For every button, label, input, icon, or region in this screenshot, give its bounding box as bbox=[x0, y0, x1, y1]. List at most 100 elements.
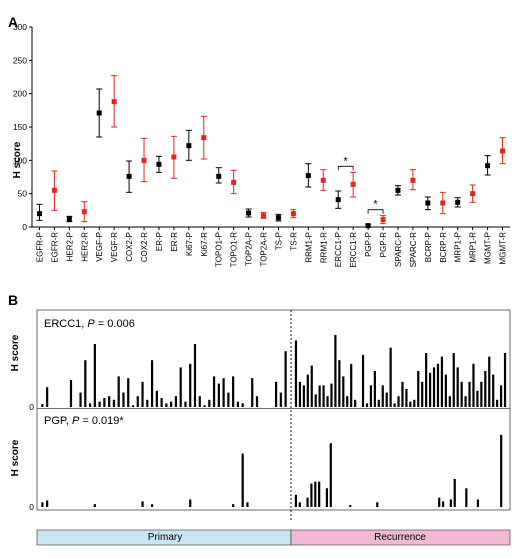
ercc1-sample-bar bbox=[456, 367, 459, 407]
ercc1-sample-bar bbox=[155, 390, 158, 407]
ercc1-sample-bar bbox=[499, 385, 503, 407]
pgp-sample-bar bbox=[314, 481, 317, 507]
category-label-topo1-p: TOPO1-P bbox=[215, 232, 224, 267]
ercc1-sample-bar bbox=[365, 403, 369, 407]
category-label-ts-p: TS-P bbox=[274, 232, 283, 250]
mean-point-her2-r bbox=[81, 209, 87, 215]
ercc1-sample-bar bbox=[440, 356, 444, 407]
ercc1-sample-bar bbox=[484, 371, 487, 407]
category-label-rrm1-r: RRM1-R bbox=[319, 232, 328, 263]
ercc1-sample-bar bbox=[310, 365, 313, 407]
ercc1-sample-bar bbox=[198, 396, 201, 407]
significance-star: * bbox=[344, 155, 349, 167]
mean-point-top2a-r bbox=[261, 213, 267, 219]
ercc1-sample-bar bbox=[241, 403, 244, 407]
mean-point-cox2-r bbox=[141, 157, 147, 163]
mean-point-egfr-r bbox=[51, 187, 57, 193]
panel-b-bottom-y-axis-title: H score bbox=[10, 439, 21, 476]
category-label-ki67-r: Ki67-R bbox=[200, 232, 209, 257]
pgp-sample-bar bbox=[306, 497, 309, 507]
recurrence-group-label: Recurrence bbox=[374, 532, 426, 543]
ercc1-sample-bar bbox=[84, 360, 87, 407]
significance-bracket bbox=[367, 209, 384, 214]
ercc1-sample-bar bbox=[306, 374, 309, 407]
pgp-sample-bar bbox=[232, 504, 235, 507]
ercc1-sample-bar bbox=[255, 396, 259, 407]
pgp-sample-bar bbox=[41, 502, 44, 507]
mean-point-topo1-r bbox=[231, 179, 237, 185]
ercc1-sample-bar bbox=[444, 374, 447, 407]
ercc1-sample-bar bbox=[488, 356, 491, 407]
ercc1-sample-bar bbox=[222, 378, 225, 407]
significance-star: * bbox=[373, 199, 378, 211]
ercc1-sample-bar bbox=[389, 347, 392, 407]
ercc1-sample-bar bbox=[122, 392, 125, 407]
category-label-her2-r: HER2-R bbox=[80, 232, 89, 262]
mean-point-vegf-r bbox=[111, 99, 117, 105]
ercc1-sample-bar bbox=[397, 396, 400, 407]
ercc1-sample-bar bbox=[103, 398, 106, 407]
ercc1-sample-bar bbox=[88, 403, 92, 407]
ercc1-sample-bar bbox=[217, 383, 220, 407]
pgp-sample-bar bbox=[46, 500, 49, 507]
ercc1-sample-bar bbox=[354, 399, 357, 407]
ercc1-sample-bar bbox=[251, 378, 254, 407]
pgp-sample-bar bbox=[150, 504, 154, 507]
pgp-sample-bar bbox=[298, 502, 301, 507]
panel-b-chart: H score H score Primary Recurrence 0 0 ERCC1… bbox=[10, 309, 511, 546]
category-label-vegf-p: VEGF-P bbox=[95, 232, 104, 262]
ercc1-sample-bar bbox=[117, 376, 120, 407]
ercc1-sample-bar bbox=[432, 367, 436, 407]
ercc1-sample-bar bbox=[377, 399, 380, 407]
panel-a-y-axis-title: H score bbox=[12, 141, 23, 178]
ercc1-sample-bar bbox=[146, 399, 149, 407]
mean-point-sparc-p bbox=[395, 187, 401, 193]
pgp-sample-bar bbox=[246, 502, 249, 507]
ercc1-y-zero-label: 0 bbox=[29, 402, 34, 412]
ercc1-sample-bar bbox=[425, 353, 428, 407]
mean-point-pgp-r bbox=[380, 217, 386, 223]
ercc1-sample-bar bbox=[179, 367, 182, 407]
panel-b-frame bbox=[36, 309, 511, 511]
ercc1-sample-bar bbox=[428, 372, 432, 407]
ercc1-sample-bar bbox=[417, 371, 420, 407]
ercc1-sample-bar bbox=[41, 404, 44, 407]
ercc1-sample-bar bbox=[318, 385, 321, 407]
ercc1-sample-bar bbox=[405, 389, 408, 407]
mean-point-egfr-p bbox=[36, 211, 42, 217]
ercc1-panel-header: ERCC1, P = 0.006 bbox=[44, 318, 135, 330]
category-label-sparc-r: SPARC-R bbox=[409, 232, 418, 268]
ercc1-sample-bar bbox=[381, 385, 384, 407]
ercc1-sample-bar bbox=[342, 376, 345, 407]
ercc1-sample-bar bbox=[127, 378, 130, 407]
ercc1-sample-bar bbox=[452, 353, 455, 407]
category-label-top2a-p: TOP2A-P bbox=[245, 232, 254, 266]
ercc1-sample-bar bbox=[334, 335, 337, 407]
pgp-sample-bar bbox=[141, 501, 144, 507]
ercc1-sample-bar bbox=[476, 390, 479, 407]
ercc1-sample-bar bbox=[496, 399, 499, 407]
pgp-sample-bar bbox=[241, 453, 244, 507]
pgp-sample-bar bbox=[93, 504, 96, 507]
mean-point-top2a-p bbox=[246, 210, 252, 216]
mean-point-bcrp-r bbox=[440, 200, 446, 206]
mean-point-vegf-p bbox=[96, 110, 102, 116]
mean-point-mgmt-r bbox=[500, 148, 506, 154]
mean-point-mrp1-p bbox=[455, 199, 461, 205]
panel-a-y-tick-label: 0 bbox=[22, 222, 27, 232]
panel-b-top-y-axis-title: H score bbox=[10, 334, 21, 371]
pgp-sample-bar bbox=[349, 505, 352, 507]
category-label-egfr-p: EGFR-P bbox=[35, 232, 44, 262]
mean-point-pgp-p bbox=[365, 223, 371, 229]
pgp-sample-bar bbox=[294, 494, 298, 507]
mean-point-mgmt-p bbox=[485, 163, 491, 169]
category-label-ki67-p: Ki67-P bbox=[185, 232, 194, 256]
ercc1-sample-bar bbox=[294, 340, 298, 407]
category-label-mrp1-r: MRP1-R bbox=[469, 232, 478, 263]
panel-a-y-tick-label: 50 bbox=[18, 189, 28, 199]
ercc1-sample-bar bbox=[480, 381, 483, 407]
pgp-sample-bar bbox=[189, 499, 192, 507]
ercc1-sample-bar bbox=[330, 383, 333, 407]
ercc1-sample-bar bbox=[112, 399, 116, 407]
